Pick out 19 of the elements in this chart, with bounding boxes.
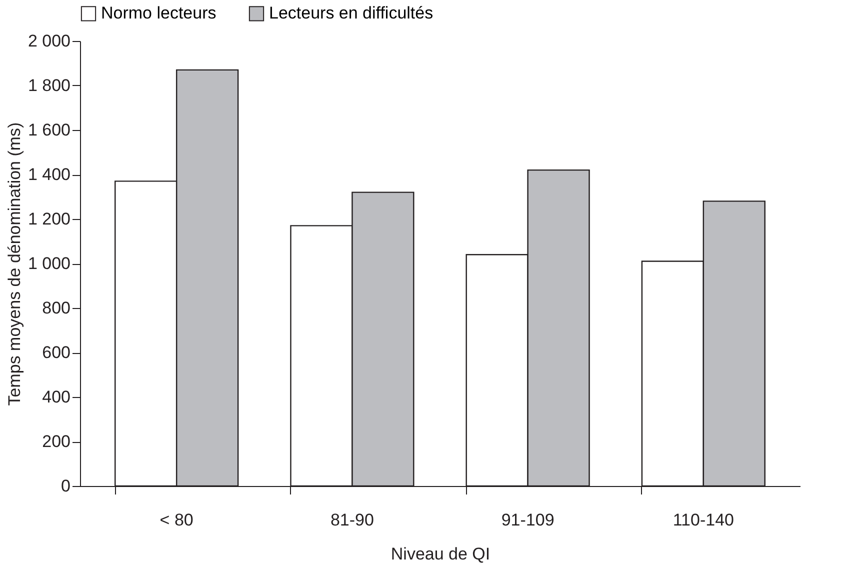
y-tick-label: 800: [42, 298, 70, 318]
x-axis-title: Niveau de QI: [390, 544, 490, 564]
x-tick-label: 91-109: [501, 510, 554, 530]
y-tick-label: 400: [42, 388, 70, 406]
x-tick-label: 110-140: [672, 510, 734, 530]
y-tick-label: 0: [61, 476, 70, 496]
y-tick-label: 1 000: [28, 254, 70, 273]
y-tick-label: 1 800: [28, 76, 70, 95]
y-tick-label: 1 200: [28, 210, 70, 228]
x-tick-label: < 80: [160, 510, 194, 530]
legend-label: Lecteurs en difficultés: [269, 4, 434, 23]
y-tick-label: 600: [42, 343, 70, 362]
legend-label: Normo lecteurs: [101, 4, 216, 23]
y-tick-label: 2 000: [28, 32, 70, 50]
y-tick-label: 1 400: [28, 165, 70, 184]
y-axis-title: Temps moyens de dénomination (ms): [4, 122, 24, 406]
y-tick-label: 200: [42, 432, 70, 451]
x-tick-label: 81-90: [330, 510, 374, 530]
y-tick-label: 1 600: [28, 120, 70, 140]
